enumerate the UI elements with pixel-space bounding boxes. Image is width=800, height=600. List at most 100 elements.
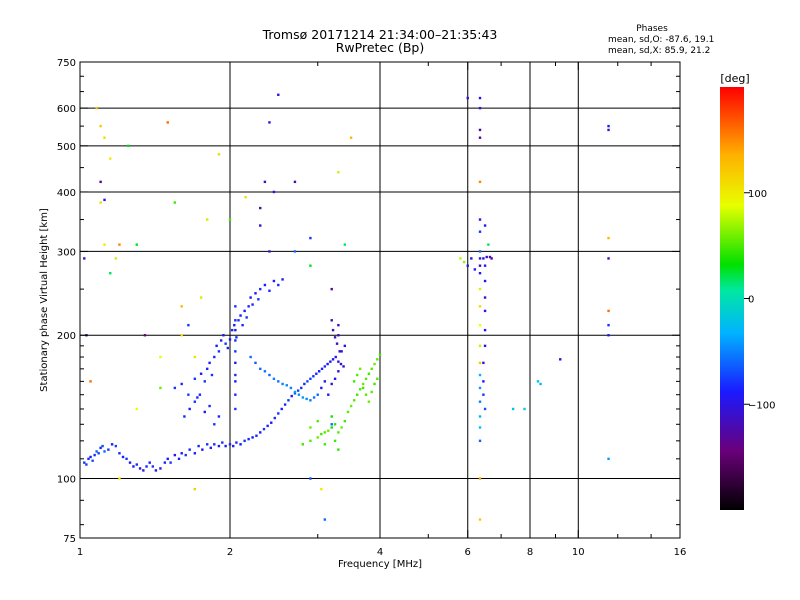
echo-point <box>337 171 340 174</box>
echo-point <box>343 419 347 423</box>
echo-point <box>293 250 297 253</box>
echo-point <box>483 279 487 283</box>
echo-point <box>166 457 169 461</box>
echo-point <box>154 469 158 472</box>
echo-point <box>337 360 340 363</box>
echo-point <box>234 380 237 383</box>
echo-point <box>462 260 466 264</box>
echo-point <box>358 367 362 371</box>
y-tick-label: 200 <box>57 331 76 342</box>
echo-point <box>337 431 340 434</box>
echo-point <box>293 390 297 394</box>
echo-point <box>210 373 214 377</box>
x-axis: 1 2 4 6 8 10 16 <box>77 62 686 558</box>
echo-point <box>301 396 305 399</box>
echo-point <box>228 338 232 341</box>
echo-point <box>196 396 199 399</box>
echo-point <box>320 367 324 371</box>
echo-point <box>309 477 312 480</box>
echo-point <box>268 373 271 377</box>
echo-point <box>118 452 121 455</box>
x-tick-label: 10 <box>572 547 585 558</box>
echo-point <box>349 404 353 408</box>
echo-point <box>478 426 482 429</box>
echo-point <box>244 195 247 199</box>
echo-point <box>323 443 327 446</box>
echo-point <box>203 410 206 414</box>
echo-point <box>478 386 482 390</box>
echo-point <box>263 283 267 287</box>
echo-point <box>183 415 186 418</box>
echo-point <box>323 518 327 521</box>
echo-point <box>272 190 276 194</box>
chart-subtitle: RwPretec (Bp) <box>336 40 424 55</box>
echo-point <box>478 272 482 275</box>
y-tick-label: 750 <box>57 58 76 69</box>
echo-point <box>473 268 477 271</box>
echo-point <box>478 257 482 260</box>
echo-point <box>127 144 130 148</box>
echo-point <box>287 399 290 402</box>
echo-point <box>483 296 487 299</box>
echo-point <box>607 124 610 128</box>
y-tick-label: 600 <box>57 104 76 115</box>
echo-point <box>95 450 98 453</box>
echo-point <box>184 453 187 457</box>
echo-point <box>306 380 309 383</box>
echo-point <box>255 434 258 437</box>
echo-point <box>114 257 118 260</box>
echo-point <box>103 450 106 453</box>
echo-point <box>259 431 262 434</box>
plot-grid <box>80 62 680 538</box>
echo-point <box>110 443 114 446</box>
echo-point <box>511 407 515 411</box>
echo-point <box>93 453 96 457</box>
echo-point <box>309 264 312 267</box>
echo-point <box>247 437 250 441</box>
echo-point <box>259 287 262 291</box>
echo-point <box>268 250 271 253</box>
echo-point <box>337 323 340 327</box>
echo-point <box>281 382 284 386</box>
echo-point <box>607 128 610 132</box>
echo-point <box>87 457 90 461</box>
echo-point <box>338 350 341 353</box>
colorbar-title: [deg] <box>720 72 749 85</box>
echo-point <box>95 106 98 110</box>
echo-point <box>459 257 462 260</box>
echo-point <box>607 257 610 260</box>
colorbar-tick-label: −100 <box>748 400 775 411</box>
echo-point <box>289 386 293 390</box>
echo-point <box>254 361 257 365</box>
echo-point <box>466 96 469 100</box>
x-tick-label: 4 <box>377 547 383 558</box>
echo-point <box>316 419 319 423</box>
echo-point <box>239 443 242 446</box>
echo-point <box>270 421 273 424</box>
echo-point <box>235 336 238 339</box>
echo-point <box>331 328 335 332</box>
echo-point <box>173 453 177 457</box>
echo-point <box>263 370 267 373</box>
echo-point <box>239 314 242 317</box>
echo-point <box>327 393 330 396</box>
echo-point <box>340 350 343 353</box>
echo-point <box>193 377 197 380</box>
y-tick-label: 100 <box>57 475 76 486</box>
y-tick-label: 500 <box>57 142 76 153</box>
echo-point <box>323 431 327 434</box>
echo-point <box>215 344 218 348</box>
y-tick-label: 75 <box>63 534 76 545</box>
echo-point <box>199 372 203 375</box>
echo-point <box>323 365 327 368</box>
x-tick-label: 1 <box>77 547 83 558</box>
echo-point <box>309 236 312 240</box>
echo-point <box>358 388 362 391</box>
echo-point <box>254 292 257 295</box>
echo-point <box>213 423 216 426</box>
echo-point <box>263 180 267 184</box>
echo-point <box>466 264 469 267</box>
echo-point <box>370 367 373 371</box>
echo-point <box>101 444 104 448</box>
echo-point <box>478 264 482 267</box>
